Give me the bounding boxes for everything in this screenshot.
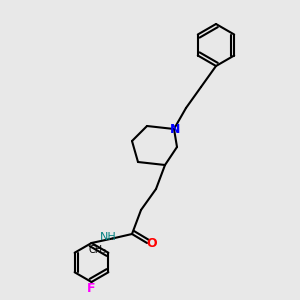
Text: NH: NH xyxy=(100,232,116,242)
Text: CH₃: CH₃ xyxy=(89,245,107,255)
Text: O: O xyxy=(146,236,157,250)
Text: F: F xyxy=(87,281,96,295)
Text: N: N xyxy=(170,122,181,136)
